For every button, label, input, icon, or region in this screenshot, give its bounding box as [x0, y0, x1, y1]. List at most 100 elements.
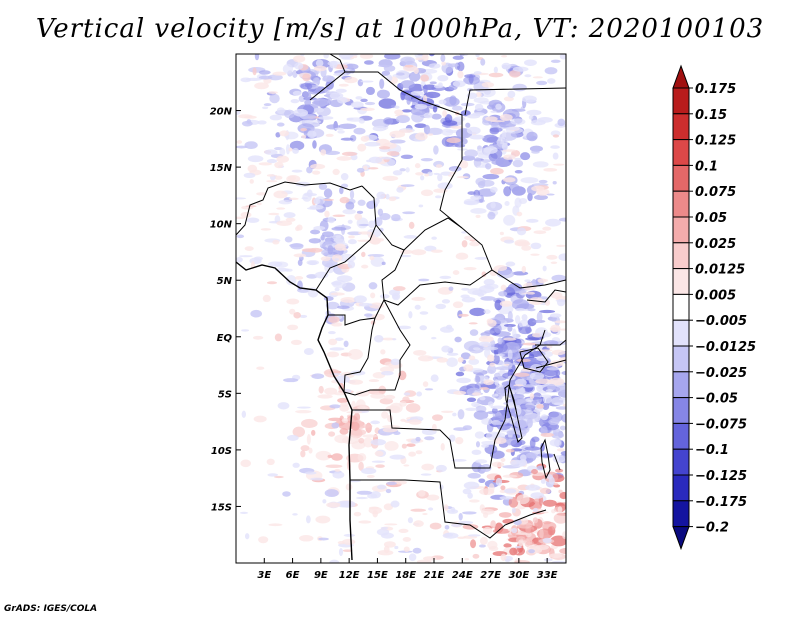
- field-patch: [482, 511, 489, 518]
- field-patch: [556, 244, 566, 247]
- field-patch: [516, 227, 527, 236]
- field-patch: [558, 253, 566, 261]
- field-patch: [365, 86, 375, 96]
- field-patch: [512, 83, 527, 92]
- field-patch: [252, 67, 257, 76]
- field-patch: [390, 500, 400, 508]
- field-patch: [400, 418, 407, 422]
- field-patch: [318, 537, 330, 541]
- field-patch: [488, 72, 504, 78]
- field-patch: [439, 275, 452, 280]
- field-patch: [481, 443, 489, 448]
- field-patch: [487, 211, 496, 220]
- border-line: [464, 87, 566, 116]
- field-patch: [516, 358, 531, 363]
- field-patch: [479, 396, 486, 401]
- field-patch: [490, 186, 498, 193]
- field-patch: [245, 77, 262, 82]
- field-patch: [347, 239, 357, 245]
- lake-lines: [509, 387, 561, 471]
- colorbar-label: −0.05: [695, 392, 738, 407]
- field-patch: [346, 411, 363, 414]
- field-patch: [338, 548, 344, 557]
- field-patch: [524, 538, 531, 547]
- field-patch: [481, 418, 493, 425]
- field-patch: [253, 415, 267, 423]
- field-patch: [338, 54, 354, 59]
- field-patch: [522, 384, 536, 388]
- field-patch: [469, 499, 480, 503]
- field-patch: [510, 118, 526, 125]
- field-patch: [452, 412, 457, 417]
- field-patch: [382, 427, 398, 433]
- field-patch: [335, 235, 342, 239]
- field-patch: [338, 123, 357, 130]
- border-line: [328, 299, 385, 326]
- field-patch: [385, 488, 392, 494]
- field-patch: [276, 122, 285, 127]
- field-patch: [289, 308, 296, 315]
- field-patch: [437, 74, 449, 82]
- field-patch: [392, 294, 399, 300]
- y-tick-label: EQ: [217, 333, 233, 344]
- field-patch: [276, 155, 289, 163]
- field-patch: [514, 157, 522, 161]
- field-patch: [559, 491, 566, 500]
- field-patch: [345, 483, 353, 491]
- field-patch: [391, 214, 401, 222]
- field-patch: [276, 220, 293, 226]
- colorbar-swatch: [672, 422, 690, 450]
- field-patch: [442, 110, 447, 118]
- map-borders: [236, 54, 566, 561]
- field-patch: [571, 398, 583, 404]
- field-patch: [453, 390, 467, 395]
- field-patch: [459, 160, 469, 169]
- field-patch: [274, 161, 284, 169]
- field-patch: [269, 93, 280, 104]
- field-patch: [389, 454, 406, 460]
- y-tick-label: 10S: [211, 446, 232, 457]
- field-patch: [334, 258, 339, 261]
- field-patch: [324, 210, 330, 218]
- field-patch: [550, 535, 566, 547]
- field-patch: [494, 353, 506, 357]
- field-patch: [276, 107, 285, 115]
- field-patch: [415, 57, 423, 61]
- field-patch: [331, 226, 347, 231]
- field-patch: [480, 58, 486, 66]
- field-patch: [288, 147, 293, 152]
- field-patch: [339, 196, 350, 204]
- field-patch: [549, 313, 562, 318]
- field-patch: [530, 119, 546, 126]
- field-patch: [419, 311, 429, 315]
- field-patch: [474, 431, 485, 439]
- field-patch: [269, 114, 282, 121]
- field-patch: [446, 352, 459, 356]
- field-patch: [568, 451, 576, 459]
- field-patch: [444, 524, 450, 530]
- border-line: [343, 299, 411, 396]
- field-patch: [343, 340, 349, 348]
- field-patch: [293, 108, 309, 117]
- colorbar-swatch: [672, 397, 690, 424]
- field-patch: [515, 308, 526, 312]
- field-patch: [418, 489, 426, 497]
- field-patch: [535, 373, 545, 376]
- field-patch: [350, 370, 366, 376]
- field-patch: [518, 319, 531, 329]
- field-patch: [512, 66, 529, 72]
- field-patch: [327, 454, 333, 459]
- field-patch: [400, 154, 414, 160]
- field-patch: [362, 165, 368, 171]
- field-patch: [536, 80, 548, 86]
- field-patch: [520, 404, 535, 409]
- field-patch: [236, 140, 243, 144]
- field-patch: [326, 502, 341, 508]
- field-patch: [334, 287, 340, 292]
- field-patch: [408, 71, 421, 82]
- field-patch: [501, 62, 511, 70]
- field-patch: [455, 371, 465, 377]
- field-patch: [360, 80, 374, 83]
- field-patch: [287, 434, 299, 441]
- field-patch: [386, 74, 393, 82]
